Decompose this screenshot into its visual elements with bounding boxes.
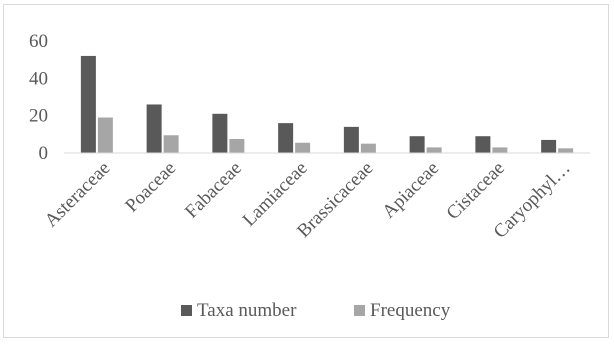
bar-taxa-number-caryophyl (541, 139, 557, 153)
legend-label: Taxa number (197, 300, 297, 321)
x-tick-label: Asteraceae (41, 158, 115, 232)
bar-taxa-number-brassicaceae (343, 126, 359, 153)
x-tick-label: Apiaceae (378, 158, 443, 223)
x-tick-label: Poaceae (121, 158, 180, 217)
bar-taxa-number-fabaceae (212, 113, 228, 153)
chart-frame: 0 20 40 60 Asteraceae Poaceae Fabaceae Lamiace… (3, 4, 609, 338)
legend-swatch (354, 305, 365, 316)
legend-swatch (181, 305, 192, 316)
bar-taxa-number-poaceae (146, 104, 162, 153)
bar-taxa-number-lamiaceae (278, 123, 294, 153)
bar-taxa-number-apiaceae (409, 136, 425, 153)
bar-frequency-brassicaceae (360, 143, 376, 153)
bar-frequency-lamiaceae (295, 142, 311, 153)
x-tick-label: Cistaceae (443, 158, 509, 224)
y-tick-label: 40 (29, 68, 48, 89)
bar-frequency-asteraceae (97, 117, 113, 153)
y-tick-label: 0 (39, 143, 49, 164)
bar-frequency-caryophyl (558, 148, 574, 153)
legend-label: Frequency (370, 300, 451, 321)
bar-frequency-apiaceae (426, 147, 442, 153)
y-tick-label: 60 (29, 31, 48, 52)
y-tick-label: 20 (29, 106, 48, 127)
legend: Taxa number Frequency (181, 300, 451, 321)
bar-taxa-number-asteraceae (80, 55, 96, 153)
bar-frequency-cistaceae (492, 147, 508, 153)
bar-frequency-poaceae (163, 135, 179, 153)
bar-taxa-number-cistaceae (475, 136, 491, 153)
x-tick-label: Fabaceae (181, 158, 246, 223)
bar-frequency-fabaceae (229, 139, 245, 153)
